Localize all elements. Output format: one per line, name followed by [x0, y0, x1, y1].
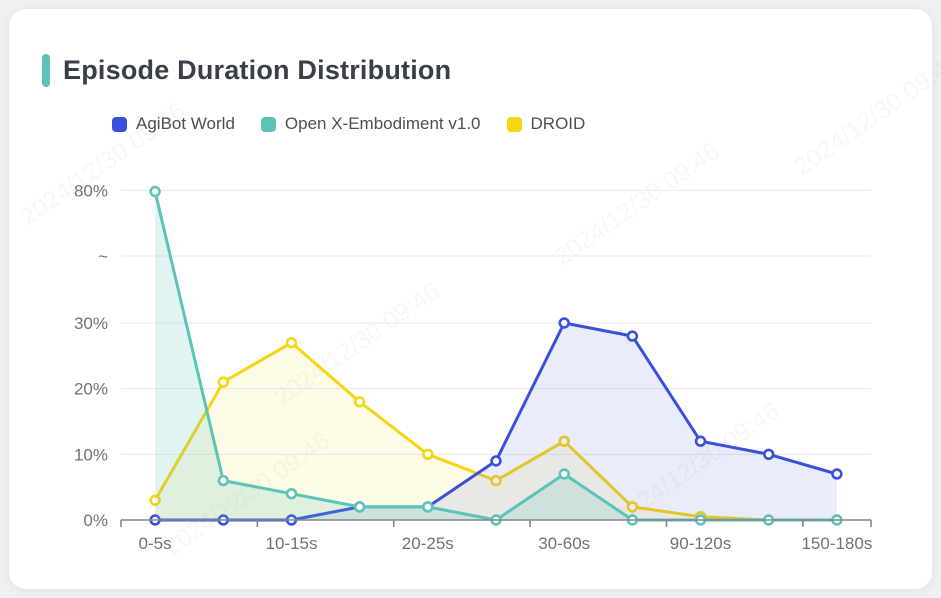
data-point-agibot-world [626, 330, 639, 342]
legend-item-droid[interactable]: DROID [506, 114, 586, 134]
legend-label-open-x-embodiment: Open X-Embodiment v1.0 [284, 114, 481, 133]
data-point-agibot-world [762, 448, 775, 460]
legend-swatch-agibot-world [112, 116, 127, 132]
x-tick-label: 30-60s [538, 534, 590, 553]
y-tick-label: 20% [74, 380, 108, 399]
data-point-agibot-world [831, 468, 843, 480]
x-axis [120, 519, 872, 527]
series-area-open-x-embodiment-v1-0 [155, 191, 837, 520]
data-point-open-x-embodiment-v1-0 [353, 501, 366, 513]
y-tick-label: 0% [83, 511, 108, 530]
data-point-droid [285, 337, 298, 349]
data-point-droid [626, 501, 639, 513]
series-area-droid [155, 342, 837, 520]
page-title: Episode Duration Distribution [63, 55, 452, 85]
chart-card [8, 8, 933, 590]
x-tick-label: 0-5s [139, 534, 172, 553]
x-tick-label: 20-25s [402, 534, 454, 553]
legend-label-droid: DROID [530, 114, 586, 133]
chart-legend: AgiBot World Open X-Embodiment v1.0 DROI… [112, 114, 585, 134]
y-tick-label: 80% [74, 181, 108, 200]
data-point-droid [490, 474, 502, 487]
chart-header: Episode Duration Distribution [42, 54, 451, 87]
legend-item-agibot-world[interactable]: AgiBot World [112, 114, 235, 134]
data-point-droid [422, 448, 434, 460]
y-gridlines [121, 189, 871, 455]
y-tick-label: ~ [98, 247, 108, 266]
x-tick-label: 10-15s [266, 534, 318, 553]
data-point-open-x-embodiment-v1-0 [285, 488, 298, 500]
y-tick-label: 10% [74, 445, 108, 464]
data-point-open-x-embodiment-v1-0 [558, 468, 570, 480]
data-point-open-x-embodiment-v1-0 [422, 501, 434, 513]
x-tick-label: 90-120s [670, 534, 731, 553]
data-point-agibot-world [694, 435, 707, 447]
y-axis-labels: 0% 10% 20% 30% ~80% [74, 181, 108, 530]
x-tick-label: 150-180s [801, 534, 872, 553]
series-area-agibot-world [155, 323, 837, 520]
legend-item-open-x-embodiment[interactable]: Open X-Embodiment v1.0 [260, 114, 481, 134]
x-axis-labels: 0-5s 10-15s 20-25s 30-60s 90-120s 150-180s [139, 534, 873, 553]
y-tick-label: 30% [74, 314, 108, 333]
data-point-droid [217, 376, 230, 388]
series-droid [149, 337, 843, 526]
data-point-agibot-world [490, 455, 502, 467]
data-point-droid [353, 396, 366, 408]
data-point-droid [149, 494, 161, 506]
data-point-agibot-world [558, 317, 570, 329]
legend-swatch-open-x-embodiment [260, 116, 276, 132]
legend-swatch-droid [506, 116, 522, 132]
data-point-open-x-embodiment-v1-0 [217, 474, 230, 487]
legend-label-agibot-world: AgiBot World [136, 114, 235, 133]
data-point-open-x-embodiment-v1-0 [149, 185, 161, 198]
title-accent-bar [42, 54, 50, 87]
data-point-droid [558, 435, 570, 447]
